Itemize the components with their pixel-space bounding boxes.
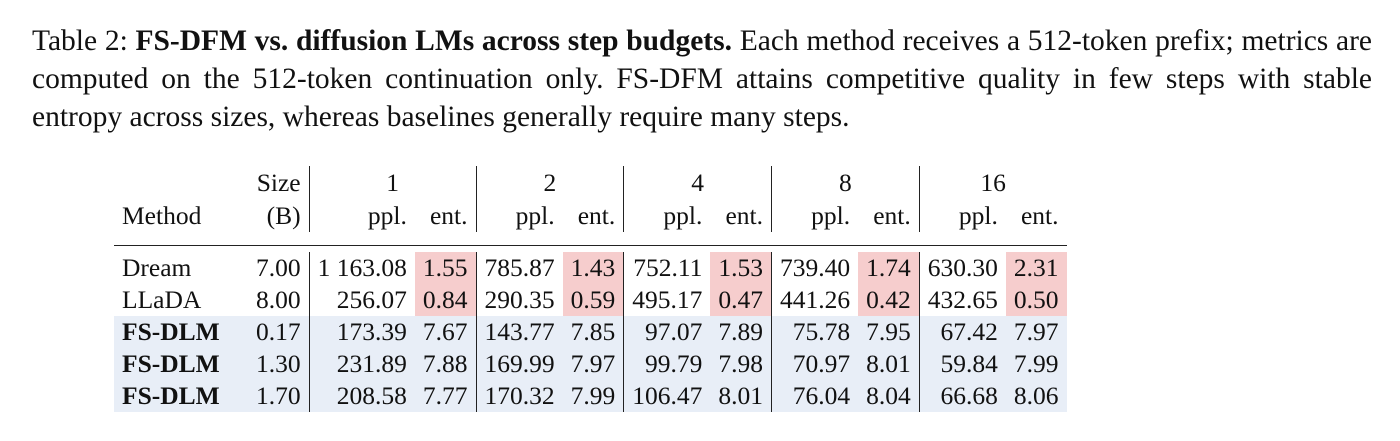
perplexity-cell: 59.84 xyxy=(919,348,1006,380)
entropy-cell: 7.98 xyxy=(710,348,773,380)
table-row: LLaDA 8.00 256.07 0.84 290.35 0.59 495.17 0.47 4… xyxy=(114,284,1067,316)
entropy-cell: 0.84 xyxy=(414,284,477,316)
table-row: FS-DLM 1.70 208.58 7.77 170.32 7.99 106.47 8.01… xyxy=(114,380,1067,412)
step-header-8: 8 xyxy=(771,166,920,199)
entropy-cell: 1.53 xyxy=(710,252,773,284)
entropy-cell: 7.85 xyxy=(562,316,625,348)
perplexity-cell: 495.17 xyxy=(632,285,703,314)
results-table: Size 1 2 4 8 16 Method (B) ppl. ent. ppl… xyxy=(114,166,1067,412)
perplexity-cell: 432.65 xyxy=(927,285,998,314)
perplexity-cell: 106.47 xyxy=(623,380,711,412)
perplexity-cell: 76.04 xyxy=(771,380,859,412)
method-header: Method xyxy=(122,200,202,230)
method-cell: FS-DLM xyxy=(114,316,248,348)
perplexity-cell: 97.07 xyxy=(623,316,711,348)
perplexity-cell: 739.40 xyxy=(780,253,851,282)
entropy-cell: 0.47 xyxy=(710,284,773,316)
entropy-cell: 7.97 xyxy=(1005,316,1067,348)
step-header-2: 2 xyxy=(476,166,625,199)
caption-body: Each method receives a 512-token prefix;… xyxy=(32,25,1373,133)
perplexity-cell: 208.58 xyxy=(309,380,415,412)
table-row: Dream 7.00 1 163.08 1.55 785.87 1.43 752.11 1.5… xyxy=(114,252,1067,284)
perplexity-cell: 70.97 xyxy=(771,348,859,380)
perplexity-cell: 630.30 xyxy=(927,253,998,282)
header-row-bottom: Method (B) ppl. ent. ppl. ent. ppl. ent.… xyxy=(114,199,1067,232)
ent-header: ent. xyxy=(710,199,773,232)
perplexity-cell: 173.39 xyxy=(309,316,415,348)
table-body: Dream 7.00 1 163.08 1.55 785.87 1.43 752.11 1.5… xyxy=(114,252,1067,412)
entropy-cell: 8.06 xyxy=(1005,380,1067,412)
perplexity-cell: 66.68 xyxy=(919,380,1006,412)
size-cell: 1.30 xyxy=(248,348,310,380)
entropy-cell: 7.77 xyxy=(414,380,477,412)
table-caption: Table 2: FS-DFM vs. diffusion LMs across… xyxy=(32,22,1372,136)
ent-header: ent. xyxy=(1020,200,1059,230)
perplexity-cell: 256.07 xyxy=(336,285,407,314)
perplexity-cell: 169.99 xyxy=(476,348,563,380)
method-cell: FS-DLM xyxy=(114,348,248,380)
step-header-4: 4 xyxy=(623,166,772,199)
header-rule xyxy=(114,245,1067,252)
perplexity-cell: 75.78 xyxy=(771,316,859,348)
step-header-16: 16 xyxy=(980,167,1006,197)
method-cell: FS-DLM xyxy=(114,380,248,412)
size-cell: 1.70 xyxy=(248,380,310,412)
caption-title: FS-DFM vs. diffusion LMs across step bud… xyxy=(135,25,733,57)
entropy-cell: 1.55 xyxy=(414,252,477,284)
perplexity-cell: 231.89 xyxy=(309,348,415,380)
perplexity-cell: 99.79 xyxy=(623,348,711,380)
entropy-cell: 1.43 xyxy=(562,252,625,284)
perplexity-cell: 752.11 xyxy=(633,253,703,282)
caption-label: Table 2: xyxy=(32,25,128,57)
entropy-cell: 7.88 xyxy=(414,348,477,380)
table-row: FS-DLM 0.17 173.39 7.67 143.77 7.85 97.07 7.89 7… xyxy=(114,316,1067,348)
ppl-header: ppl. xyxy=(367,200,407,230)
perplexity-cell: 290.35 xyxy=(484,285,555,314)
ppl-header: ppl. xyxy=(515,200,555,230)
size-header-bottom: (B) xyxy=(248,199,310,232)
ent-header: ent. xyxy=(414,199,477,232)
entropy-cell: 0.59 xyxy=(562,284,625,316)
step-header-1: 1 xyxy=(309,166,477,199)
entropy-cell: 7.95 xyxy=(858,316,920,348)
entropy-cell: 1.74 xyxy=(858,252,920,284)
ppl-header: ppl. xyxy=(811,200,851,230)
header-row-top: Size 1 2 4 8 16 xyxy=(114,166,1067,199)
perplexity-cell: 441.26 xyxy=(780,285,851,314)
entropy-cell: 8.04 xyxy=(858,380,920,412)
size-cell: 0.17 xyxy=(248,316,310,348)
entropy-cell: 2.31 xyxy=(1005,252,1067,284)
entropy-cell: 0.50 xyxy=(1005,284,1067,316)
ent-header: ent. xyxy=(858,199,920,232)
perplexity-cell: 143.77 xyxy=(476,316,563,348)
perplexity-cell: 170.32 xyxy=(476,380,563,412)
entropy-cell: 7.99 xyxy=(1005,348,1067,380)
entropy-cell: 8.01 xyxy=(858,348,920,380)
size-cell: 7.00 xyxy=(248,252,310,284)
size-header-top: Size xyxy=(248,166,310,199)
ent-header: ent. xyxy=(562,199,625,232)
perplexity-cell: 67.42 xyxy=(919,316,1006,348)
entropy-cell: 8.01 xyxy=(710,380,773,412)
entropy-cell: 7.89 xyxy=(710,316,773,348)
entropy-cell: 7.99 xyxy=(562,380,625,412)
entropy-cell: 7.67 xyxy=(414,316,477,348)
ppl-header: ppl. xyxy=(958,200,998,230)
method-cell: LLaDA xyxy=(122,285,202,314)
table-row: FS-DLM 1.30 231.89 7.88 169.99 7.97 99.79 7.98 7… xyxy=(114,348,1067,380)
entropy-cell: 7.97 xyxy=(562,348,625,380)
perplexity-cell: 1 163.08 xyxy=(317,253,407,282)
perplexity-cell: 785.87 xyxy=(484,253,555,282)
method-cell: Dream xyxy=(122,253,192,282)
entropy-cell: 0.42 xyxy=(858,284,920,316)
size-cell: 8.00 xyxy=(248,284,310,316)
ppl-header: ppl. xyxy=(663,200,703,230)
